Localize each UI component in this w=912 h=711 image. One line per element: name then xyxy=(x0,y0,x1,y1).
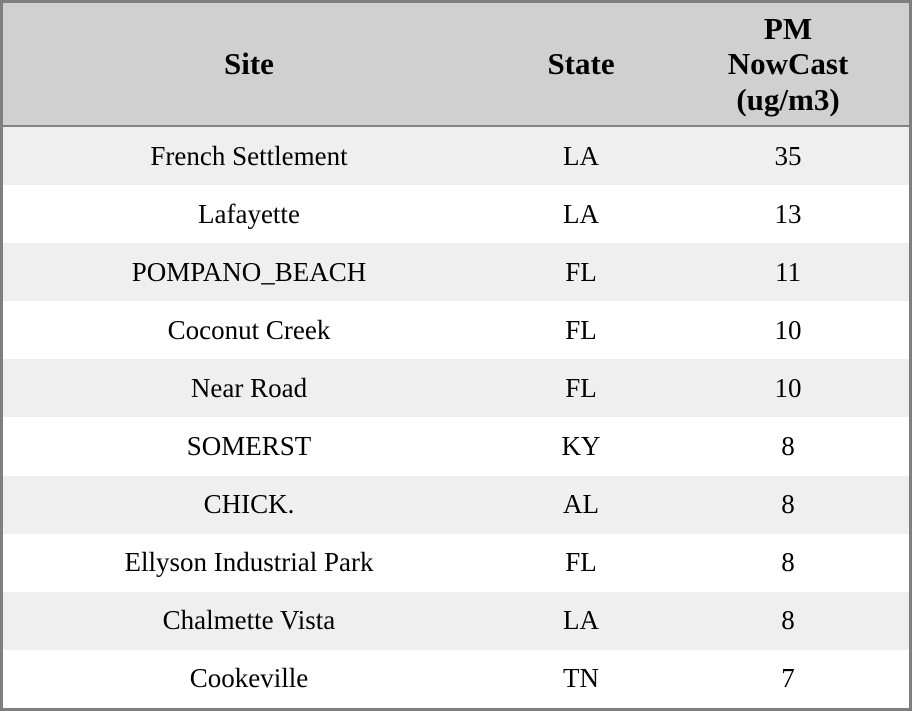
site-cell: Lafayette xyxy=(198,198,300,229)
pm-nowcast-cell: 11 xyxy=(775,256,802,287)
table-row: Chalmette Vista LA 8 xyxy=(3,591,909,650)
pm-header-line-2: NowCast xyxy=(727,46,849,82)
site-cell: Cookeville xyxy=(189,663,309,694)
table-body: French Settlement LA 35 Lafayette LA 13 … xyxy=(3,127,909,708)
site-cell: Coconut Creek xyxy=(167,314,331,345)
site-cell: POMPANO_BEACH xyxy=(131,256,367,287)
table-row: Near Road FL 10 xyxy=(3,359,909,418)
table-row: French Settlement LA 35 xyxy=(3,127,909,186)
pm-nowcast-cell: 10 xyxy=(774,372,802,403)
site-cell: Near Road xyxy=(190,372,308,403)
pm-header-line-1: PM xyxy=(763,10,813,46)
table-row: Cookeville TN 7 xyxy=(3,649,909,708)
state-cell: LA xyxy=(563,605,600,636)
table-row: Coconut Creek FL 10 xyxy=(3,301,909,360)
state-cell: AL xyxy=(563,489,600,520)
state-cell: FL xyxy=(565,314,597,345)
column-header-pm-nowcast: PM NowCast (ug/m3) xyxy=(667,11,909,118)
pm-nowcast-cell: 13 xyxy=(774,198,802,229)
table-row: Ellyson Industrial Park FL 8 xyxy=(3,533,909,592)
column-header-state: State xyxy=(547,46,615,82)
pm-nowcast-cell: 8 xyxy=(781,547,795,578)
table-header-row: Site State PM NowCast (ug/m3) xyxy=(3,3,909,127)
table-row: CHICK. AL 8 xyxy=(3,475,909,534)
site-cell: French Settlement xyxy=(150,140,348,171)
pm-nowcast-cell: 7 xyxy=(781,663,795,694)
state-cell: LA xyxy=(563,198,600,229)
state-cell: KY xyxy=(561,431,601,462)
pm-nowcast-cell: 35 xyxy=(774,140,802,171)
state-cell: FL xyxy=(565,547,597,578)
state-cell: LA xyxy=(563,140,600,171)
table-row: SOMERST KY 8 xyxy=(3,417,909,476)
site-cell: Ellyson Industrial Park xyxy=(124,547,374,578)
state-cell: FL xyxy=(565,256,597,287)
pm-header-line-3: (ug/m3) xyxy=(736,81,840,117)
site-cell: CHICK. xyxy=(203,489,295,520)
site-cell: Chalmette Vista xyxy=(162,605,336,636)
state-cell: FL xyxy=(565,372,597,403)
column-header-site: Site xyxy=(224,46,274,82)
state-cell: TN xyxy=(563,663,600,694)
table-row: Lafayette LA 13 xyxy=(3,185,909,244)
pm-nowcast-cell: 10 xyxy=(774,314,802,345)
pm-nowcast-cell: 8 xyxy=(781,431,795,462)
table-row: POMPANO_BEACH FL 11 xyxy=(3,243,909,302)
pm-nowcast-cell: 8 xyxy=(781,605,795,636)
site-cell: SOMERST xyxy=(186,431,312,462)
pm-nowcast-cell: 8 xyxy=(781,489,795,520)
